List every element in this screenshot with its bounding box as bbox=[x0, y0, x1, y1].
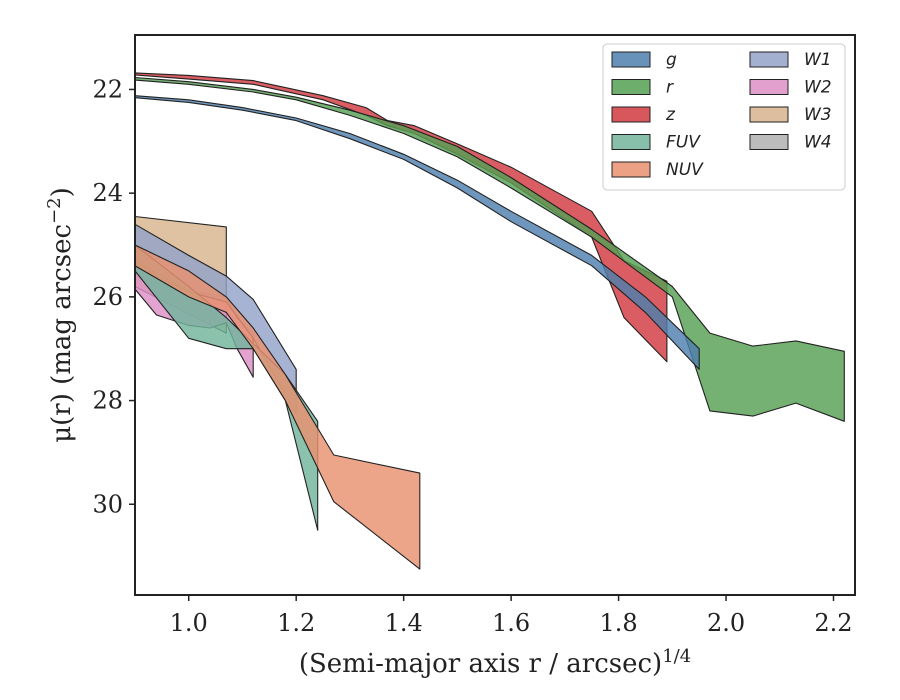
x-axis-label: (Semi-major axis r / arcsec)1/4 bbox=[299, 646, 691, 679]
legend-label-g: g bbox=[666, 50, 677, 70]
legend-label-r: r bbox=[666, 78, 674, 98]
x-tick-label: 2.0 bbox=[707, 609, 745, 637]
legend: grz FUV NUV W1 W2 W3 W4 bbox=[602, 43, 846, 191]
legend-swatch-fuv bbox=[611, 134, 651, 150]
legend-swatch-w1 bbox=[749, 51, 789, 68]
legend-label-w1: W1 bbox=[804, 50, 832, 70]
band-nuv bbox=[135, 244, 421, 570]
y-tick-label: 30 bbox=[92, 490, 123, 518]
y-tick-label: 22 bbox=[92, 75, 123, 103]
legend-label-z: z bbox=[665, 105, 676, 125]
band-fuv bbox=[135, 244, 319, 531]
x-tick-label: 1.6 bbox=[492, 609, 530, 637]
legend-label-nuv: NUV bbox=[666, 160, 704, 180]
y-tick-label: 28 bbox=[92, 387, 123, 415]
legend-label-fuv: FUV bbox=[666, 133, 701, 153]
x-tick-label: 1.8 bbox=[599, 609, 637, 637]
legend-label-w4: W4 bbox=[804, 133, 832, 153]
legend-label-w3: W3 bbox=[804, 105, 832, 125]
x-tick-label: 1.0 bbox=[170, 609, 208, 637]
legend-swatch-g bbox=[611, 51, 651, 68]
y-tick-label: 26 bbox=[92, 283, 123, 311]
legend-swatch-r bbox=[611, 79, 651, 95]
y-tick-label: 24 bbox=[92, 179, 123, 207]
x-axis-ticks: 1.0 1.2 1.4 1.6 1.8 2.0 2.2 bbox=[170, 595, 853, 637]
x-tick-label: 2.2 bbox=[814, 609, 852, 637]
legend-swatch-w4 bbox=[749, 134, 789, 150]
x-tick-label: 1.2 bbox=[277, 609, 315, 637]
legend-swatch-w2 bbox=[749, 79, 789, 95]
x-tick-label: 1.4 bbox=[385, 609, 423, 637]
profile-bands bbox=[135, 72, 845, 570]
y-axis-ticks: 22 24 26 28 30 bbox=[92, 75, 135, 518]
plot-frame bbox=[134, 34, 856, 596]
y-axis-label: μ(r) (mag arcsec−2) bbox=[44, 187, 77, 443]
legend-swatch-z bbox=[611, 106, 651, 123]
legend-swatch-w3 bbox=[749, 106, 789, 123]
legend-swatch-nuv bbox=[611, 161, 651, 178]
band-g bbox=[135, 95, 700, 370]
band-r bbox=[135, 76, 845, 422]
legend-label-w2: W2 bbox=[804, 78, 832, 98]
band-z bbox=[135, 72, 668, 363]
